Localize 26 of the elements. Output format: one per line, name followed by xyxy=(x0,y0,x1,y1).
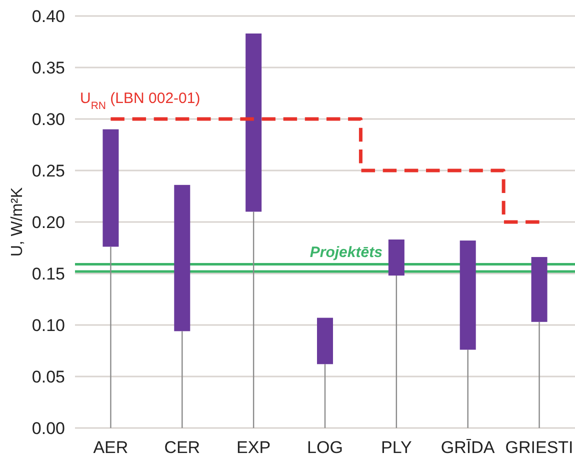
bar xyxy=(102,129,119,247)
y-tick-label: 0.00 xyxy=(32,419,65,438)
bar xyxy=(246,34,262,212)
y-tick-label: 0.15 xyxy=(32,264,65,284)
y-tick-label: 0.05 xyxy=(32,368,65,386)
y-tick-label: 0.25 xyxy=(32,162,65,180)
x-tick-label: AER xyxy=(93,438,128,455)
bar xyxy=(460,240,476,350)
y-tick-label: 0.35 xyxy=(32,58,65,78)
x-tick-label: GRIESTI xyxy=(505,438,574,455)
x-tick-label: GRĪDA xyxy=(440,438,496,455)
x-tick-label: CER xyxy=(164,438,200,455)
ref-line-label: Projektēts xyxy=(310,244,382,262)
x-tick-label: PLY xyxy=(380,438,412,455)
bar xyxy=(388,240,404,276)
bar xyxy=(317,318,333,364)
series-label: U$_{RN}$ (LBN 002-01) xyxy=(80,90,200,112)
y-tick-label: 0.20 xyxy=(32,213,65,232)
y-tick-label: 0.30 xyxy=(32,110,65,129)
y-tick-label: 0.40 xyxy=(32,7,65,26)
bar xyxy=(174,184,190,332)
y-tick-label: 0.10 xyxy=(32,316,65,335)
bar xyxy=(531,257,548,322)
x-tick-label: LOG xyxy=(307,438,343,455)
x-tick-label: EXP xyxy=(236,438,271,455)
y-axis-title: U, W/m²K xyxy=(9,187,26,257)
